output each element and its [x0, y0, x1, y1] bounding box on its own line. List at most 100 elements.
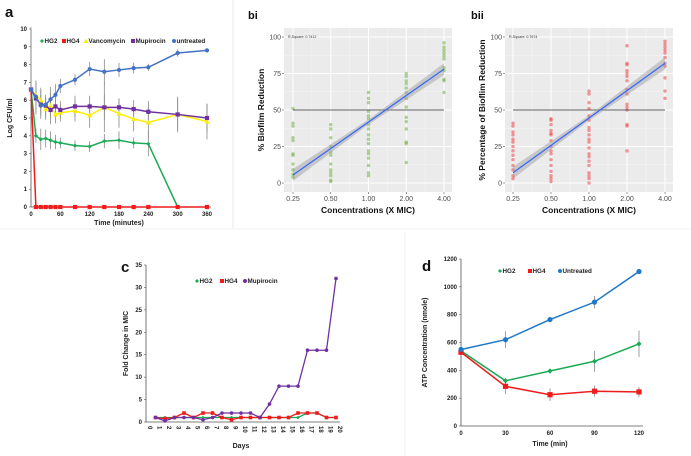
data-point	[131, 116, 137, 121]
data-point	[636, 268, 642, 275]
data-point	[324, 415, 329, 420]
data-point	[663, 96, 667, 101]
data-point	[549, 152, 553, 156]
data-point	[220, 411, 224, 415]
data-point	[366, 127, 371, 131]
data-point	[442, 79, 446, 83]
data-point	[625, 102, 629, 106]
y-tick-label: 75	[494, 71, 502, 78]
x-tick-label: 30	[502, 431, 509, 437]
data-point	[220, 415, 224, 420]
data-point	[511, 168, 515, 172]
data-point	[587, 171, 591, 175]
data-point	[229, 411, 234, 415]
x-tick-label: 120	[634, 431, 645, 437]
x-tick-label: 4.00	[437, 196, 451, 203]
data-point	[442, 45, 446, 49]
data-point	[329, 168, 333, 172]
data-point	[53, 204, 58, 210]
data-point	[366, 109, 371, 114]
data-point	[305, 411, 310, 415]
x-tick-label: 14	[279, 426, 285, 433]
data-point	[366, 163, 371, 168]
x-tick-label: 11	[251, 426, 257, 433]
data-point	[404, 160, 408, 165]
x-tick-label: 4	[184, 426, 190, 430]
legend-marker	[528, 269, 532, 273]
data-point	[591, 299, 598, 305]
data-point	[587, 159, 591, 163]
data-point	[291, 136, 295, 140]
legend-label: Untreated	[563, 268, 593, 275]
x-tick-label: 360	[202, 212, 213, 218]
data-point	[239, 415, 243, 420]
x-tick-label: 90	[591, 431, 598, 437]
data-point	[204, 48, 210, 53]
data-point	[366, 171, 371, 175]
y-axis-title: Fold Change in MIC	[123, 311, 130, 376]
data-point	[146, 65, 151, 70]
data-point	[587, 125, 591, 130]
y-tick-label: 100	[490, 34, 502, 41]
legend-marker	[220, 279, 224, 283]
data-point	[404, 141, 408, 146]
data-point	[182, 415, 186, 420]
panel-label: bii	[471, 10, 484, 22]
x-tick-label: 20	[336, 426, 342, 433]
data-point	[116, 105, 122, 110]
data-point	[549, 133, 553, 137]
x-tick-label: 12	[260, 426, 266, 433]
data-point	[163, 419, 167, 423]
data-point	[131, 204, 136, 210]
data-point	[587, 176, 591, 181]
data-point	[38, 97, 44, 103]
data-point	[549, 118, 553, 122]
data-point	[587, 137, 591, 141]
data-point	[334, 276, 338, 281]
data-point	[366, 90, 371, 95]
data-point	[153, 415, 158, 420]
series-hg2	[458, 341, 642, 384]
data-point	[404, 119, 408, 124]
data-point	[625, 74, 629, 79]
data-point	[511, 157, 515, 162]
data-point	[58, 83, 63, 89]
x-axis-title: Days	[233, 443, 250, 450]
data-point	[366, 117, 371, 121]
data-point	[43, 204, 48, 210]
data-point	[502, 378, 509, 384]
x-tick-label: 9	[232, 426, 238, 430]
data-point	[625, 79, 629, 83]
x-tick-label: 0.25	[506, 196, 520, 203]
data-point	[116, 67, 122, 73]
data-point	[663, 48, 667, 52]
legend-marker	[62, 39, 66, 43]
data-point	[267, 415, 272, 420]
data-point	[625, 149, 629, 153]
data-point	[329, 174, 333, 178]
data-point	[175, 50, 180, 56]
data-point	[116, 111, 122, 116]
data-point	[291, 106, 295, 111]
data-point	[625, 105, 629, 109]
data-point	[267, 402, 272, 406]
data-point	[663, 45, 667, 49]
data-point	[404, 82, 408, 86]
data-point	[366, 96, 371, 101]
data-point	[591, 358, 598, 364]
data-point	[404, 79, 408, 83]
data-point	[366, 122, 371, 127]
data-point	[102, 139, 107, 144]
y-tick-label: 1	[24, 187, 28, 193]
data-point	[636, 389, 642, 395]
data-point	[315, 411, 319, 415]
x-tick-label: 2.00	[620, 196, 634, 203]
r-square-annotation: R-Square: 0.7674	[509, 35, 537, 39]
data-point	[329, 122, 333, 127]
data-point	[511, 133, 515, 137]
y-tick-label: 25	[494, 144, 502, 151]
y-tick-label: 3	[24, 152, 28, 158]
data-point	[663, 76, 667, 80]
